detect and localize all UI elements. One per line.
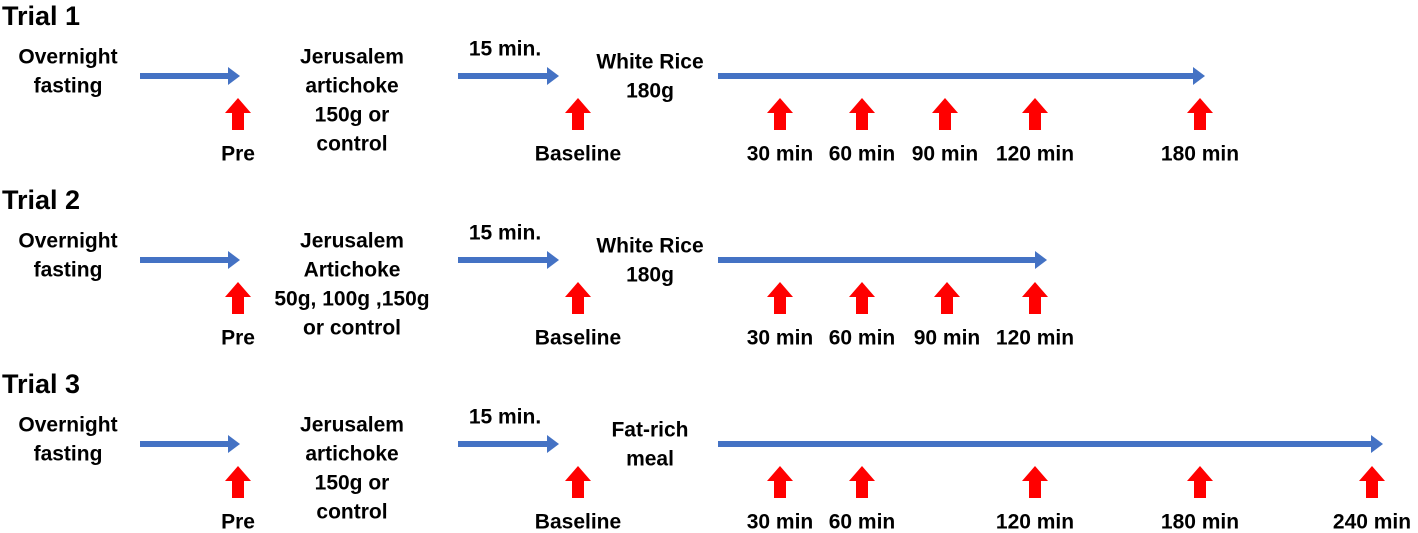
sampling-arrow xyxy=(849,466,875,498)
intervention-label: Jerusalem xyxy=(300,46,404,69)
timeline-arrow-shaft xyxy=(458,73,549,79)
pre-label: Pre xyxy=(221,143,255,166)
intervention-label: 50g, 100g ,150g xyxy=(274,288,429,311)
timepoint-label: 180 min xyxy=(1161,143,1239,166)
timepoint-label: 120 min xyxy=(996,143,1074,166)
timeline-arrow-shaft xyxy=(140,257,230,263)
timepoint-label: 60 min xyxy=(829,511,896,533)
intervention-label: artichoke xyxy=(305,443,398,466)
sampling-arrow xyxy=(225,466,251,498)
timeline-arrow-shaft xyxy=(140,441,230,447)
sampling-arrow xyxy=(1187,98,1213,130)
baseline-label: Baseline xyxy=(535,327,621,350)
baseline-label: Baseline xyxy=(535,511,621,533)
sampling-arrow xyxy=(565,282,591,314)
timeline-arrow-head xyxy=(228,435,240,453)
interval-label: 15 min. xyxy=(469,222,541,245)
intervention-label: Jerusalem xyxy=(300,414,404,437)
timeline-arrow-head xyxy=(228,251,240,269)
trial-title: Trial 2 xyxy=(2,185,80,215)
meal-label: White Rice xyxy=(596,51,703,74)
timeline-arrow-shaft xyxy=(718,441,1373,447)
trial-title: Trial 1 xyxy=(2,1,80,31)
timeline-arrow-head xyxy=(1371,435,1383,453)
sampling-arrow xyxy=(565,98,591,130)
interval-label: 15 min. xyxy=(469,406,541,429)
baseline-label: Baseline xyxy=(535,143,621,166)
start-label: fasting xyxy=(34,75,103,98)
timeline-arrow-head xyxy=(547,67,559,85)
sampling-arrow xyxy=(1022,282,1048,314)
start-label: Overnight xyxy=(18,230,117,253)
sampling-arrow xyxy=(849,282,875,314)
start-label: Overnight xyxy=(18,414,117,437)
sampling-arrow xyxy=(934,282,960,314)
timepoint-label: 90 min xyxy=(912,143,979,166)
sampling-arrow xyxy=(767,98,793,130)
sampling-arrow xyxy=(849,98,875,130)
intervention-label: 150g or xyxy=(315,104,390,127)
sampling-arrow xyxy=(932,98,958,130)
timeline-arrow-shaft xyxy=(718,257,1037,263)
intervention-label: 150g or xyxy=(315,472,390,495)
sampling-arrow xyxy=(1022,466,1048,498)
sampling-arrow xyxy=(1359,466,1385,498)
intervention-label: control xyxy=(316,501,387,524)
intervention-label: artichoke xyxy=(305,75,398,98)
timeline-arrow-shaft xyxy=(140,73,230,79)
sampling-arrow xyxy=(225,98,251,130)
interval-label: 15 min. xyxy=(469,38,541,61)
timepoint-label: 120 min xyxy=(996,511,1074,533)
sampling-arrow xyxy=(1022,98,1048,130)
timepoint-label: 60 min xyxy=(829,143,896,166)
timepoint-label: 30 min xyxy=(747,327,814,350)
timeline-arrow-head xyxy=(547,251,559,269)
pre-label: Pre xyxy=(221,511,255,533)
timepoint-label: 30 min xyxy=(747,511,814,533)
timeline-arrow-head xyxy=(547,435,559,453)
meal-label: 180g xyxy=(626,80,674,103)
meal-label: Fat-rich xyxy=(611,419,688,442)
timeline-arrow-head xyxy=(228,67,240,85)
timepoint-label: 90 min xyxy=(914,327,981,350)
sampling-arrow xyxy=(767,466,793,498)
intervention-label: control xyxy=(316,133,387,156)
timeline-arrow-shaft xyxy=(458,257,549,263)
pre-label: Pre xyxy=(221,327,255,350)
sampling-arrow xyxy=(225,282,251,314)
trial-title: Trial 3 xyxy=(2,369,80,399)
start-label: fasting xyxy=(34,443,103,466)
timepoint-label: 240 min xyxy=(1333,511,1411,533)
sampling-arrow xyxy=(1187,466,1213,498)
intervention-label: Jerusalem xyxy=(300,230,404,253)
start-label: Overnight xyxy=(18,46,117,69)
timeline-arrow-shaft xyxy=(718,73,1195,79)
timepoint-label: 180 min xyxy=(1161,511,1239,533)
timepoint-label: 120 min xyxy=(996,327,1074,350)
timepoint-label: 60 min xyxy=(829,327,896,350)
meal-label: White Rice xyxy=(596,235,703,258)
meal-label: 180g xyxy=(626,264,674,287)
timeline-arrow-head xyxy=(1193,67,1205,85)
timeline-arrow-head xyxy=(1035,251,1047,269)
meal-label: meal xyxy=(626,448,674,471)
sampling-arrow xyxy=(767,282,793,314)
start-label: fasting xyxy=(34,259,103,282)
sampling-arrow xyxy=(565,466,591,498)
timepoint-label: 30 min xyxy=(747,143,814,166)
intervention-label: Artichoke xyxy=(304,259,401,282)
intervention-label: or control xyxy=(303,317,401,340)
timeline-arrow-shaft xyxy=(458,441,549,447)
